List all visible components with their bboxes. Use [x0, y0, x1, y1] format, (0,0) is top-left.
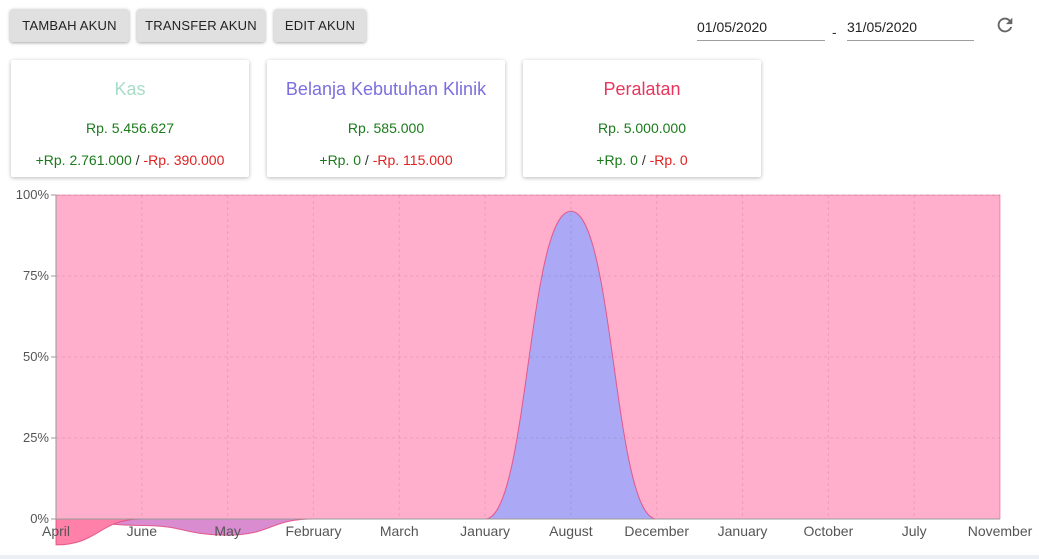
x-tick-label: July	[902, 523, 927, 539]
account-expense: -Rp. 0	[649, 152, 688, 168]
account-balance: Rp. 5.456.627	[86, 120, 174, 136]
x-tick-label: June	[127, 523, 158, 539]
account-income: +Rp. 0	[319, 152, 362, 168]
flow-separator: /	[641, 152, 646, 168]
y-tick-label: 25%	[23, 430, 49, 445]
account-expense: -Rp. 390.000	[143, 152, 225, 168]
account-title: Belanja Kebutuhan Klinik	[285, 79, 487, 99]
x-tick-label: March	[380, 523, 419, 539]
x-tick-label: January	[718, 523, 768, 539]
account-balance: Rp. 5.000.000	[598, 120, 686, 136]
x-tick-label: May	[214, 523, 240, 539]
add-account-button[interactable]: TAMBAH AKUN	[10, 9, 129, 42]
account-area-chart: 0% 25% 50% 75% 100% April June May February March…	[16, 187, 1033, 546]
flow-separator: /	[364, 152, 369, 168]
y-tick-label: 100%	[16, 187, 50, 202]
account-title: Peralatan	[603, 79, 681, 99]
x-tick-label: April	[42, 523, 70, 539]
refresh-icon[interactable]	[994, 14, 1016, 36]
end-date-field[interactable]: 31/05/2020	[847, 16, 974, 41]
account-expense: -Rp. 115.000	[372, 152, 453, 168]
bottom-strip	[0, 555, 1039, 559]
area-series	[55, 518, 1000, 536]
x-tick-label: December	[624, 523, 689, 539]
x-tick-label: November	[968, 523, 1033, 539]
x-tick-label: August	[549, 523, 593, 539]
date-separator: -	[832, 24, 837, 40]
account-income: +Rp. 0	[596, 152, 638, 168]
account-flow: +Rp. 0 / -Rp. 115.000	[267, 152, 505, 168]
y-tick-label: 50%	[23, 349, 49, 364]
transfer-account-button[interactable]: TRANSFER AKUN	[137, 9, 265, 42]
flow-separator: /	[135, 152, 140, 168]
start-date-value: 01/05/2020	[697, 19, 768, 35]
x-tick-label: January	[460, 523, 510, 539]
account-flow: +Rp. 2.761.000 / -Rp. 390.000	[11, 152, 249, 168]
end-date-value: 31/05/2020	[847, 19, 918, 35]
account-title: Kas	[114, 79, 146, 99]
account-income: +Rp. 2.761.000	[35, 152, 132, 168]
account-card-peralatan[interactable]: Peralatan Rp. 5.000.000 +Rp. 0 / -Rp. 0	[523, 60, 761, 177]
account-card-kas[interactable]: Kas Rp. 5.456.627 +Rp. 2.761.000 / -Rp. …	[11, 60, 249, 177]
y-tick-label: 0%	[30, 511, 49, 526]
y-tick-label: 75%	[23, 268, 49, 283]
edit-account-button[interactable]: EDIT AKUN	[274, 9, 366, 42]
x-tick-label: October	[803, 523, 853, 539]
area-series	[55, 194, 1001, 520]
account-balance: Rp. 585.000	[347, 120, 425, 136]
start-date-field[interactable]: 01/05/2020	[697, 16, 825, 41]
account-card-belanja[interactable]: Belanja Kebutuhan Klinik Rp. 585.000 +Rp…	[267, 60, 505, 177]
x-tick-label: February	[285, 523, 341, 539]
account-flow: +Rp. 0 / -Rp. 0	[523, 152, 761, 168]
